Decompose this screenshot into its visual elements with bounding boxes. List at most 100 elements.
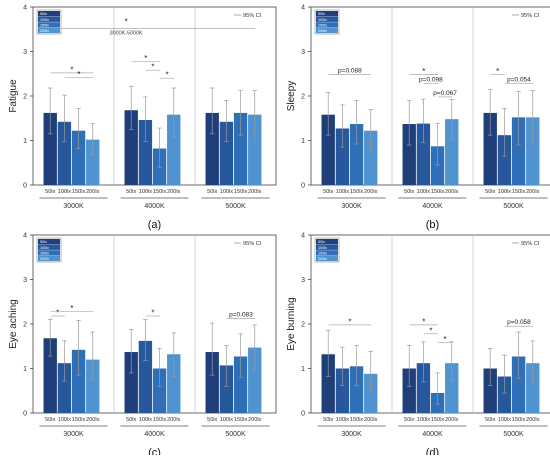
bar-4000K-200lx (167, 354, 181, 413)
legend-item-label: 200lx (40, 29, 49, 33)
y-tick-label: 1 (301, 138, 305, 145)
x-tick-label: 100lx (220, 189, 234, 195)
bar-5000K-100lx (219, 365, 234, 413)
legend-item-label: 150lx (318, 251, 327, 255)
ci-legend: 95% CI (234, 241, 262, 247)
group-label: 5000K (503, 203, 524, 210)
x-tick-label: 100lx (220, 417, 234, 423)
group-label: 5000K (225, 203, 246, 210)
p-value-label: p=0.098 (419, 77, 443, 84)
ci-legend: 95% CI (512, 13, 540, 19)
x-tick-label: 200lx (86, 417, 100, 423)
bar-4000K-50lx (402, 124, 416, 185)
bar-5000K-50lx (483, 368, 497, 413)
x-tick-label: 200lx (167, 189, 181, 195)
x-tick-label: 100lx (139, 417, 153, 423)
significance-star: * (443, 335, 446, 344)
bar-4000K-50lx (124, 352, 138, 413)
bar-3000K-200lx (364, 130, 378, 185)
y-tick-label: 4 (23, 5, 27, 12)
x-tick-label: 100lx (417, 189, 431, 195)
x-tick-label: 150lx (431, 417, 445, 423)
y-tick-label: 4 (301, 5, 305, 12)
legend-swatch (38, 16, 60, 22)
bar-3000K-200lx (364, 373, 378, 413)
legend-swatch (38, 239, 60, 245)
legend-swatch (316, 255, 338, 262)
bar-3000K-50lx (43, 112, 57, 185)
p-value-label: p=0.067 (433, 90, 457, 97)
legend-swatch (38, 244, 60, 250)
bar-3000K-200lx (86, 139, 100, 185)
legend-item-label: 50lx (318, 12, 325, 16)
bar-3000K-100lx (335, 128, 350, 185)
bar-5000K-100lx (497, 376, 512, 413)
bar-3000K-100lx (57, 121, 72, 185)
legend-swatch (38, 255, 60, 262)
group-label: 3000K (63, 203, 84, 210)
panel-label: (d) (426, 447, 439, 455)
legend-swatch (316, 22, 338, 28)
y-tick-label: 2 (301, 322, 305, 329)
bar-3000K-50lx (321, 354, 335, 413)
legend-swatch (316, 250, 338, 256)
significance-star: * (77, 70, 80, 79)
bar-4000K-50lx (402, 368, 416, 413)
bar-5000K-200lx (526, 363, 540, 413)
x-tick-label: 50lx (126, 417, 136, 423)
bar-4000K-50lx (124, 110, 138, 185)
y-axis-label: Fatigue (8, 79, 19, 113)
legend-item-label: 100lx (318, 18, 327, 22)
bar-5000K-100lx (219, 121, 234, 185)
ci-legend-label: 95% CI (521, 13, 540, 19)
group-label: 5000K (225, 431, 246, 438)
legend-swatch (316, 244, 338, 250)
y-tick-label: 1 (23, 366, 27, 373)
panel-label: (a) (148, 219, 161, 231)
group-label: 4000K (422, 431, 443, 438)
legend-item-label: 50lx (318, 240, 325, 244)
x-tick-label: 150lx (234, 189, 248, 195)
legend-item-label: 100lx (318, 246, 327, 250)
x-tick-label: 50lx (485, 189, 495, 195)
x-tick-label: 150lx (72, 189, 86, 195)
panel-label: (b) (426, 219, 439, 231)
legend-item-label: 100lx (40, 246, 49, 250)
x-tick-label: 100lx (498, 189, 512, 195)
legend-swatch (38, 27, 60, 34)
ci-legend: 95% CI (234, 13, 262, 19)
x-tick-label: 50lx (207, 189, 217, 195)
significance-star: * (348, 317, 351, 326)
bar-3000K-150lx (71, 130, 86, 185)
significance-star: * (144, 54, 147, 63)
significance-star: * (165, 71, 168, 80)
legend-item-label: 50lx (40, 12, 47, 16)
x-tick-label: 150lx (234, 417, 248, 423)
y-tick-label: 0 (23, 183, 27, 190)
x-tick-label: 150lx (350, 189, 364, 195)
legend-item-label: 200lx (40, 257, 49, 261)
y-tick-label: 3 (301, 277, 305, 284)
y-tick-label: 3 (23, 49, 27, 56)
x-tick-label: 50lx (45, 189, 55, 195)
panel-label: (c) (148, 447, 161, 455)
bar-5000K-50lx (205, 352, 219, 413)
bar-4000K-200lx (445, 363, 459, 413)
y-tick-label: 0 (23, 411, 27, 418)
x-tick-label: 200lx (364, 189, 378, 195)
bar-3000K-150lx (349, 366, 364, 413)
y-tick-label: 2 (23, 94, 27, 101)
y-tick-label: 3 (301, 49, 305, 56)
x-tick-label: 50lx (485, 417, 495, 423)
significance-star: * (151, 308, 154, 317)
x-tick-label: 50lx (323, 189, 333, 195)
legend-item-label: 150lx (318, 23, 327, 27)
x-tick-label: 200lx (248, 189, 262, 195)
legend-item-label: 200lx (318, 29, 327, 33)
ci-legend-label: 95% CI (521, 241, 540, 247)
